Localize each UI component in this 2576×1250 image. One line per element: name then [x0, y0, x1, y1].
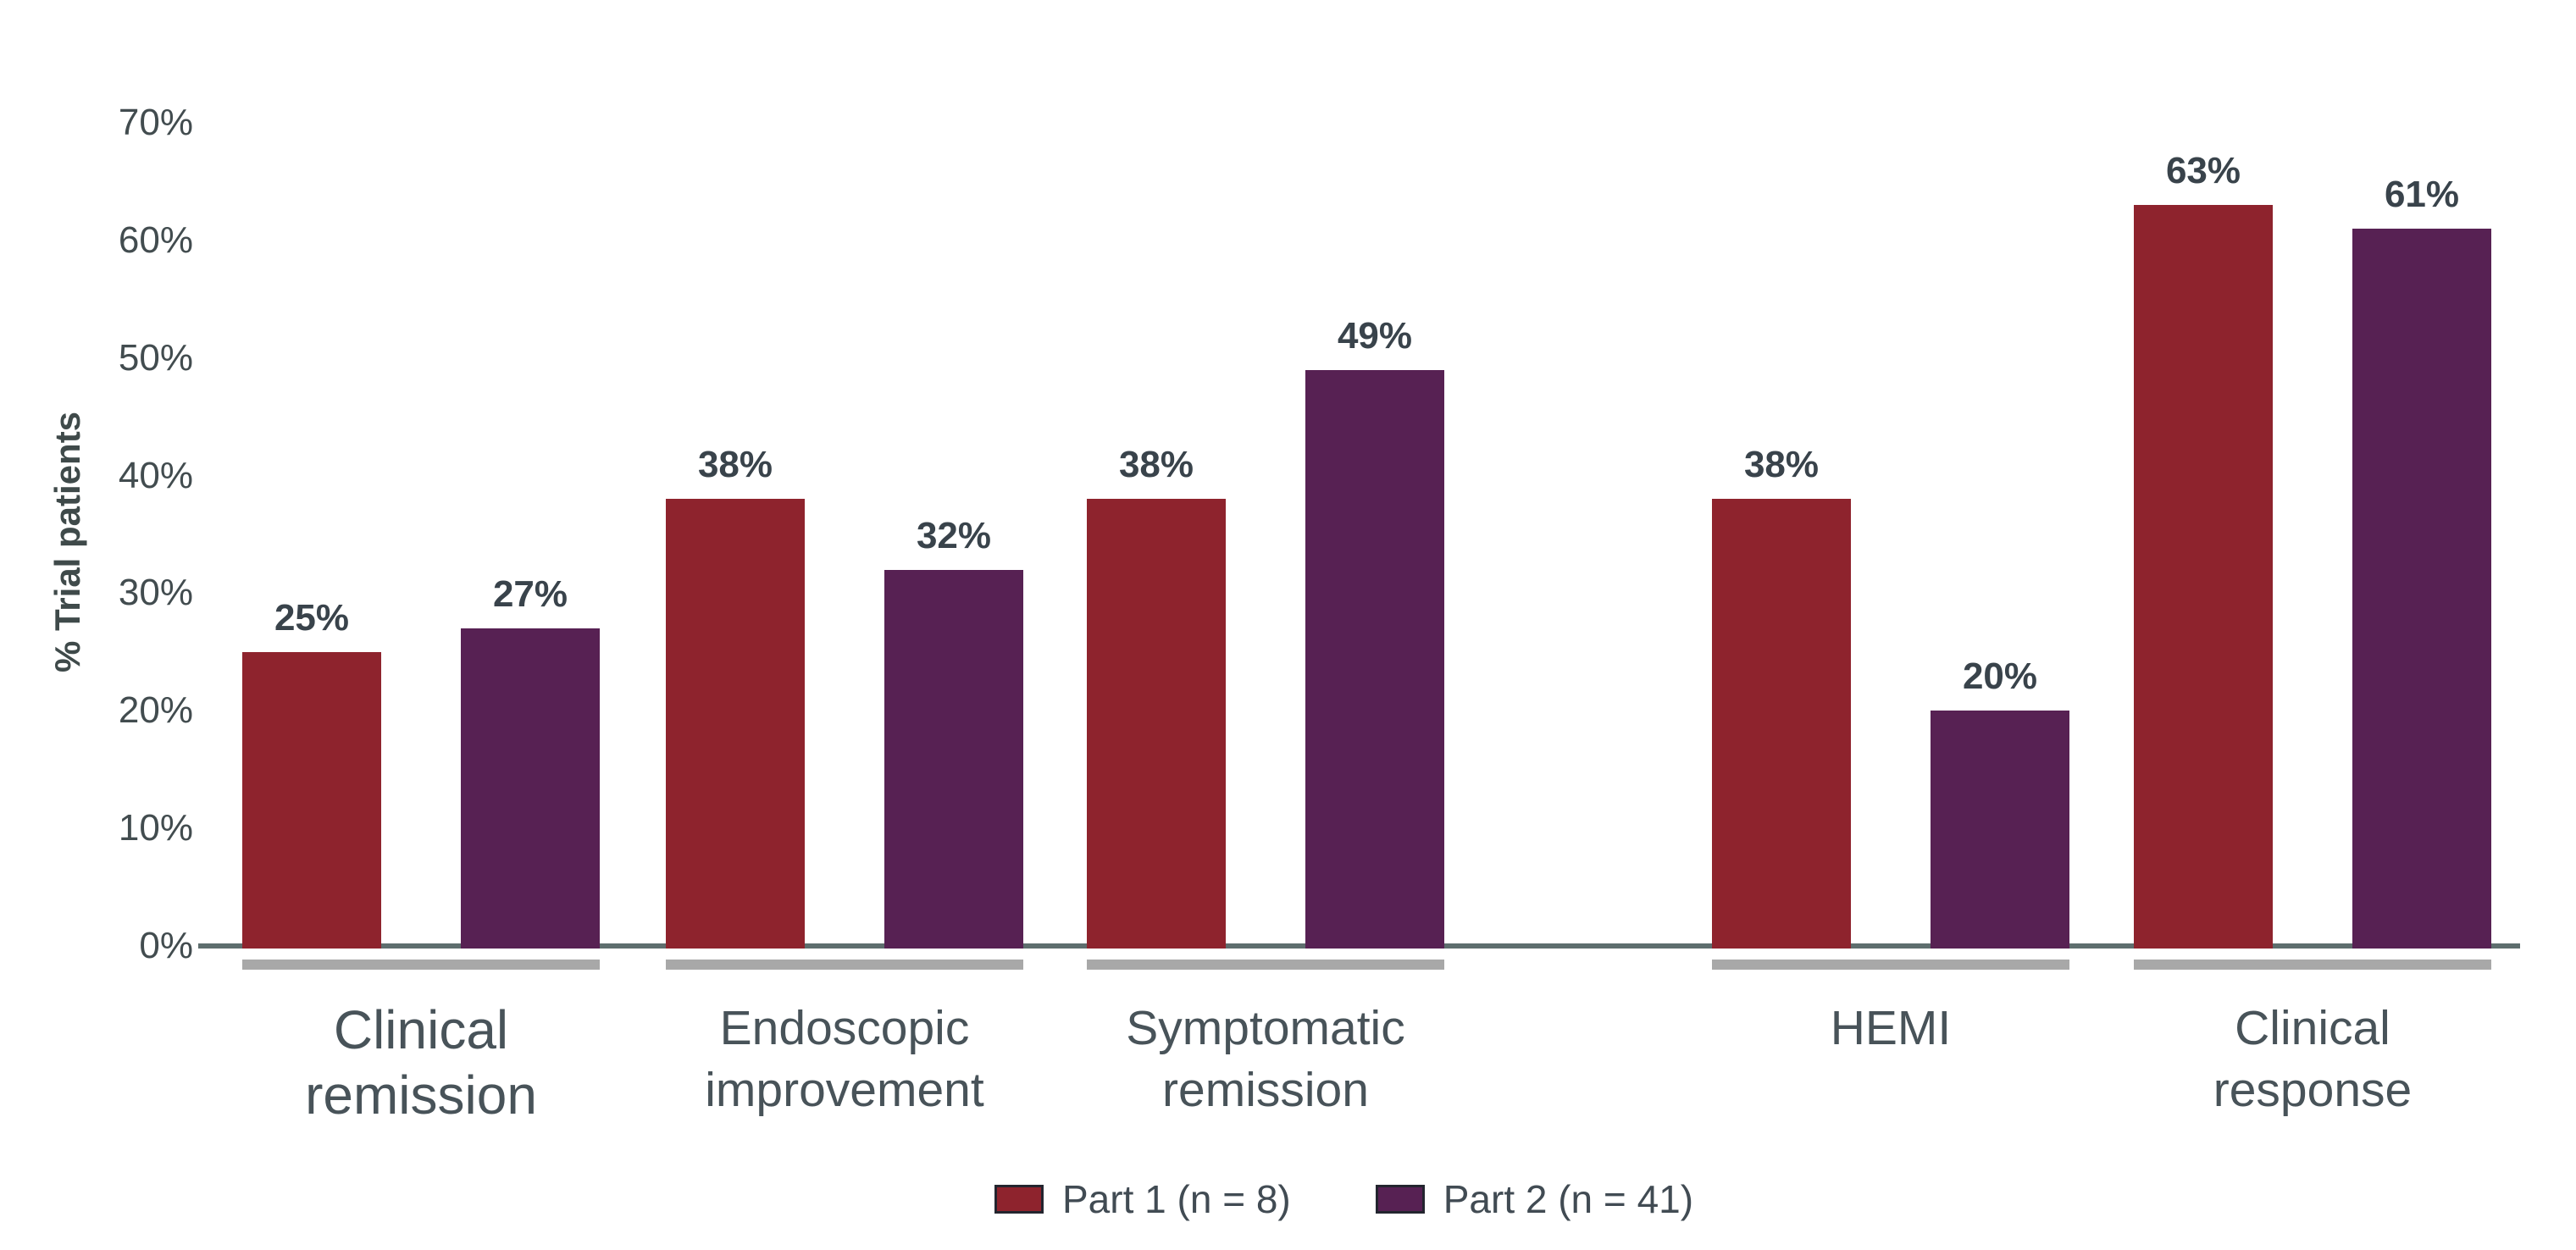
- category-underline: [2134, 960, 2491, 970]
- bar-series1-group1: [242, 651, 381, 949]
- y-axis-title: % Trial patients: [47, 411, 87, 673]
- bar-series1-group4: [1712, 499, 1851, 949]
- category-underline: [1712, 960, 2069, 970]
- category-label-line: Clinical: [2235, 1001, 2390, 1055]
- bar-series1-group3: [1087, 499, 1226, 949]
- legend-label: Part 2 (n = 41): [1443, 1177, 1694, 1221]
- category-label: Endoscopic improvement: [590, 998, 1099, 1121]
- y-tick-label: 20%: [118, 689, 193, 732]
- y-tick-label: 30%: [118, 572, 193, 614]
- category-label-line: remission: [305, 1064, 537, 1126]
- category-label: Clinical remission: [167, 998, 675, 1128]
- bar-series2-group4: [1931, 711, 2069, 949]
- bar-series2-group5: [2352, 228, 2491, 949]
- legend-swatch-part1: [994, 1185, 1044, 1214]
- category-label-line: Symptomatic: [1126, 1001, 1405, 1055]
- value-label: 49%: [1337, 314, 1413, 357]
- value-label: 25%: [274, 596, 350, 639]
- legend-item-part2: Part 2 (n = 41): [1375, 1175, 1694, 1223]
- value-label: 63%: [2165, 150, 2241, 192]
- y-tick-label: 0%: [139, 925, 193, 966]
- y-tick-label: 70%: [118, 102, 193, 143]
- category-label-line: HEMI: [1830, 1001, 1952, 1055]
- bar-series2-group2: [884, 569, 1023, 949]
- category-underline: [1087, 960, 1444, 970]
- value-label: 27%: [492, 573, 568, 616]
- bar-series2-group3: [1305, 369, 1444, 949]
- bar-series1-group5: [2134, 205, 2273, 949]
- category-label-line: improvement: [705, 1062, 984, 1117]
- category-label: Symptomatic remission: [1011, 998, 1520, 1121]
- value-label: 20%: [1962, 655, 2038, 698]
- y-tick-label: 10%: [118, 807, 193, 849]
- value-label: 38%: [697, 444, 773, 486]
- category-label: Clinical response: [2058, 998, 2567, 1121]
- category-label-line: Endoscopic: [719, 1001, 970, 1055]
- value-label: 61%: [2384, 173, 2460, 215]
- category-label: HEMI: [1637, 998, 2145, 1059]
- value-label: 38%: [1743, 444, 1820, 486]
- category-underline: [242, 960, 600, 970]
- legend-swatch-part2: [1375, 1185, 1425, 1214]
- category-label-line: remission: [1162, 1062, 1369, 1117]
- y-tick-label: 40%: [118, 454, 193, 496]
- y-tick-label: 60%: [118, 218, 193, 261]
- category-label-line: Clinical: [333, 999, 509, 1060]
- legend-label: Part 1 (n = 8): [1062, 1177, 1291, 1221]
- bar-series2-group1: [461, 628, 600, 949]
- y-tick-label: 50%: [118, 336, 193, 379]
- legend-item-part1: Part 1 (n = 8): [994, 1175, 1291, 1223]
- legend: Part 1 (n = 8) Part 2 (n = 41): [994, 1175, 1693, 1223]
- category-underline: [666, 960, 1023, 970]
- value-label: 38%: [1118, 444, 1194, 486]
- bar-series1-group2: [666, 499, 805, 949]
- category-label-line: response: [2213, 1062, 2413, 1117]
- value-label: 32%: [916, 514, 992, 556]
